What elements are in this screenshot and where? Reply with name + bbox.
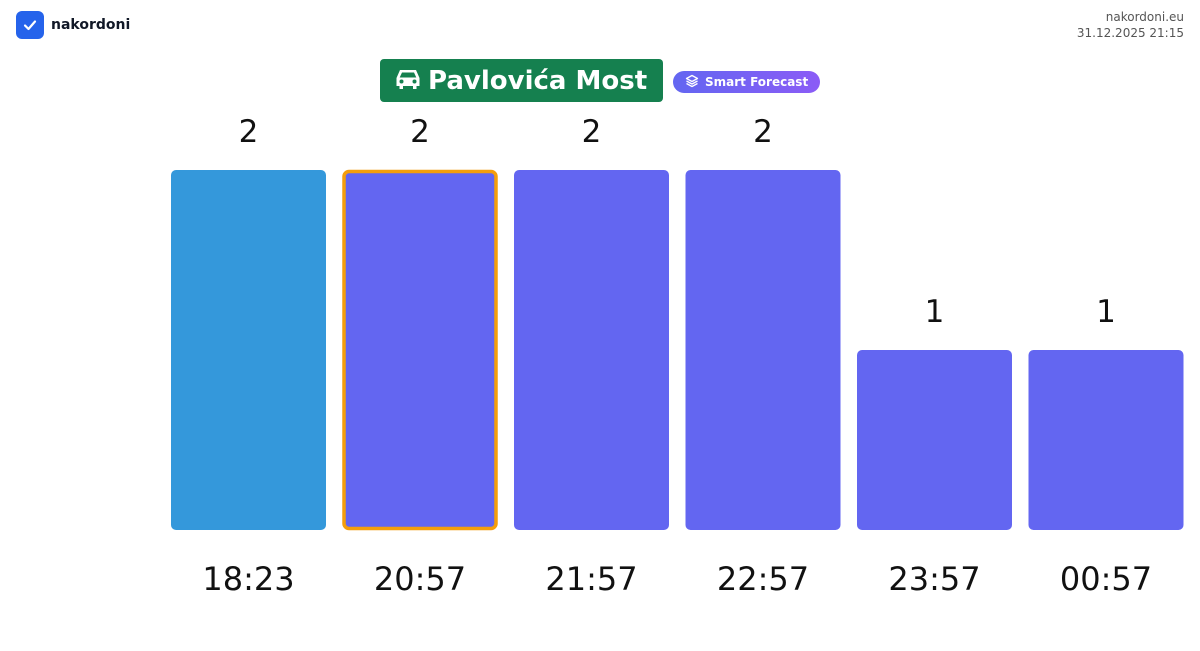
time-label: 21:57	[545, 560, 637, 598]
crossing-name: Pavlovića Most	[428, 65, 648, 96]
value-label: 2	[410, 114, 430, 150]
smart-forecast-badge: Smart Forecast	[673, 71, 821, 93]
time-label: 23:57	[888, 560, 980, 598]
site-url: nakordoni.eu	[1105, 10, 1184, 24]
car-icon	[394, 67, 422, 95]
value-label: 2	[239, 114, 259, 150]
value-label: 1	[925, 294, 945, 330]
meta-info: nakordoni.eu 31.12.2025 21:15	[1077, 9, 1184, 41]
time-label: 20:57	[374, 560, 466, 598]
bar-1823	[171, 170, 326, 530]
crossing-title: Pavlovića Most	[380, 59, 664, 102]
brand[interactable]: nakordoni	[16, 11, 130, 39]
bar-0057	[1028, 350, 1184, 530]
bar-2157	[514, 170, 669, 530]
brand-name: nakordoni	[51, 17, 131, 33]
bar-2257	[685, 170, 841, 530]
time-label: 18:23	[202, 560, 294, 598]
timestamp: 31.12.2025 21:15	[1076, 26, 1184, 40]
value-label: 2	[753, 114, 773, 150]
forecast-label: Smart Forecast	[705, 75, 809, 89]
check-icon	[16, 11, 44, 39]
bar-2057	[342, 169, 498, 531]
time-label: 22:57	[717, 560, 809, 598]
layers-icon	[685, 73, 699, 92]
value-label: 1	[1096, 294, 1116, 330]
bar-2357	[857, 350, 1012, 530]
time-label: 00:57	[1060, 560, 1152, 598]
value-label: 2	[582, 114, 602, 150]
